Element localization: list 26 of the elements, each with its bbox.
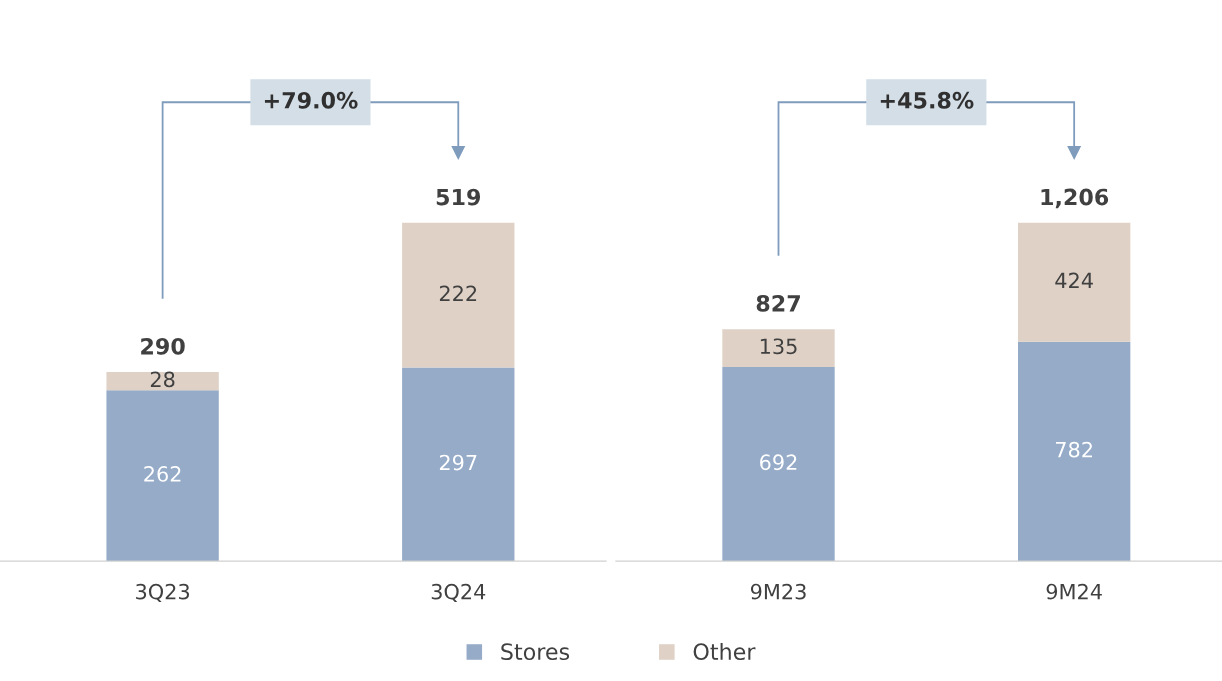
bar [722,329,835,368]
data-label: 222 [439,285,477,301]
total-label: 519 [436,188,481,206]
bar [1017,341,1131,562]
total-label: 290 [141,337,185,355]
bar [106,372,219,391]
legend-label: Stores [501,643,570,661]
bar [722,367,835,562]
data-label: 424 [1055,272,1093,289]
x-tick-label: 3Q24 [431,583,486,602]
bar [402,367,515,562]
x-tick-label: 9M23 [750,583,806,600]
text: +45.8% [880,91,974,109]
total-label: 827 [756,294,800,312]
bar [106,390,219,562]
x-tick-label: 9M24 [1046,583,1102,600]
data-label: 782 [1055,441,1092,458]
x-tick-label: 3Q23 [136,583,190,602]
data-label: 135 [760,338,797,355]
data-label: 297 [439,454,477,471]
data-label: 262 [144,466,181,482]
data-label: 28 [150,371,175,388]
data-label: 692 [760,454,797,471]
text: +79.0% [264,91,358,109]
total-label: 1,206 [1041,188,1109,209]
legend-label: Other [693,642,756,661]
